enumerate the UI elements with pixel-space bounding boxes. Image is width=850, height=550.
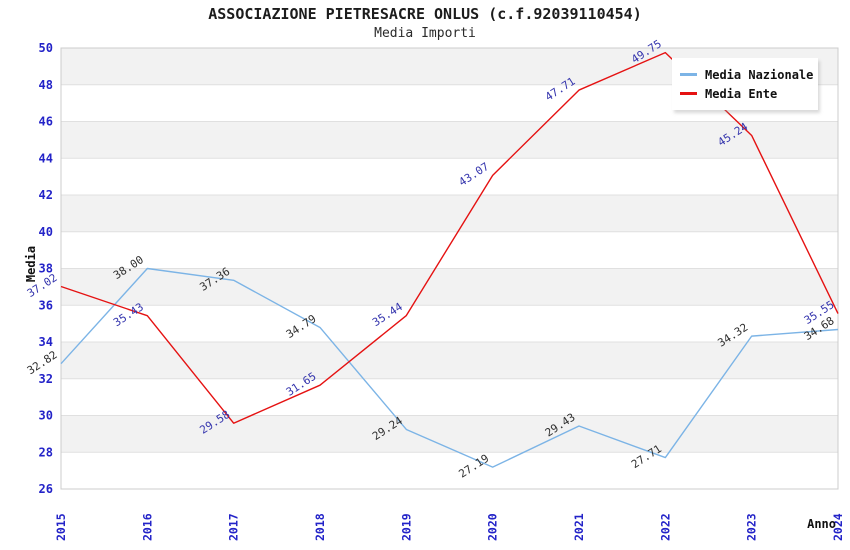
y-tick-label: 40	[39, 225, 53, 239]
legend: Media Nazionale Media Ente	[672, 58, 818, 110]
x-tick-label: 2022	[658, 513, 672, 541]
y-tick-label: 30	[39, 409, 53, 423]
x-tick-label: 2023	[745, 513, 759, 541]
chart-title: ASSOCIAZIONE PIETRESACRE ONLUS (c.f.9203…	[208, 5, 642, 23]
plot-band	[61, 268, 838, 306]
point-label-media-nazionale: 27.19	[456, 452, 491, 481]
plot-band	[61, 415, 838, 453]
x-tick-label: 2020	[486, 513, 500, 541]
legend-line-swatch-red	[680, 92, 697, 95]
legend-label-media-ente: Media Ente	[705, 86, 778, 101]
x-tick-label: 2018	[313, 513, 327, 541]
y-axis-title: Media	[24, 245, 38, 283]
x-tick-label: 2017	[227, 513, 241, 541]
x-tick-label: 2021	[572, 513, 586, 541]
point-label-media-ente: 43.07	[456, 160, 491, 189]
plot-band	[61, 342, 838, 379]
y-tick-label: 46	[39, 115, 53, 129]
x-tick-label: 2016	[140, 513, 154, 541]
x-tick-label: 2015	[54, 513, 68, 541]
y-tick-label: 38	[39, 262, 53, 276]
y-tick-label: 28	[39, 445, 53, 459]
legend-label-media-nazionale: Media Nazionale	[705, 67, 814, 82]
chart-subtitle: Media Importi	[374, 26, 476, 41]
x-tick-label: 2019	[399, 513, 413, 541]
y-tick-label: 42	[39, 188, 53, 202]
y-tick-label: 48	[39, 78, 53, 92]
y-tick-label: 34	[39, 335, 53, 349]
series-line-media-nazionale	[60, 267, 839, 468]
plot-band	[61, 121, 838, 159]
y-tick-label: 44	[39, 151, 53, 165]
legend-line-swatch-blue	[680, 73, 697, 76]
x-tick-label: 2024	[831, 513, 845, 541]
plot-border	[60, 47, 839, 490]
legend-item-media-nazionale: Media Nazionale	[680, 65, 814, 84]
y-tick-label: 32	[39, 372, 53, 386]
y-tick-label: 36	[39, 298, 53, 312]
plot-band	[61, 195, 838, 232]
y-tick-label: 26	[39, 482, 53, 496]
y-tick-label: 50	[39, 41, 53, 55]
x-axis-title: Anno	[807, 517, 836, 531]
legend-item-media-ente: Media Ente	[680, 84, 814, 103]
